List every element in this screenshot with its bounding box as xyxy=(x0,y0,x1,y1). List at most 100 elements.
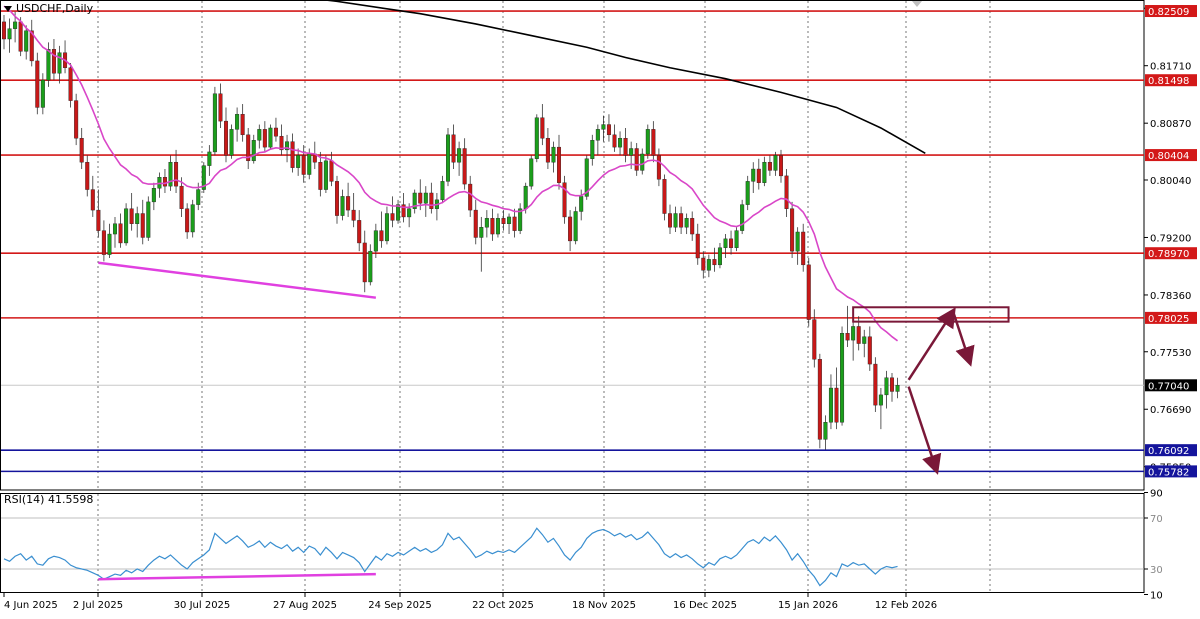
bull-candle xyxy=(484,218,489,228)
rsi-indicator-label: RSI(14) 41.5598 xyxy=(4,493,94,506)
chart-shift-marker xyxy=(912,1,922,7)
bull-candle xyxy=(795,231,800,252)
bull-candle xyxy=(673,213,678,228)
bear-candle xyxy=(140,213,145,238)
bear-candle xyxy=(246,134,251,162)
bear-candle xyxy=(301,155,306,175)
bull-candle xyxy=(851,326,856,341)
sma-line xyxy=(327,1,926,154)
symbol-label[interactable]: USDCHF,Daily xyxy=(4,2,93,15)
bull-candle xyxy=(573,211,578,242)
bear-candle xyxy=(634,148,639,171)
bull-candle xyxy=(229,129,234,156)
bear-candle xyxy=(335,181,340,216)
bull-candle xyxy=(518,208,523,231)
bull-candle xyxy=(201,165,206,190)
time-axis-tick-label: 2 Jul 2025 xyxy=(73,600,123,611)
bull-candle xyxy=(412,192,417,209)
bull-candle xyxy=(440,181,445,201)
bull-candle xyxy=(285,141,290,151)
bull-candle xyxy=(479,227,484,238)
bull-candle xyxy=(146,201,151,238)
bull-candle xyxy=(762,161,767,183)
bull-candle xyxy=(640,153,645,171)
price-axis-tick-label: 0.81710 xyxy=(1150,62,1191,73)
bear-candle xyxy=(218,93,223,122)
bear-candle xyxy=(856,326,861,344)
bear-candle xyxy=(656,155,661,180)
bear-candle xyxy=(790,208,795,252)
bull-candle xyxy=(595,129,600,141)
bull-candle xyxy=(862,336,867,344)
bear-candle xyxy=(845,333,850,341)
ema-line xyxy=(3,5,899,342)
bear-candle xyxy=(712,259,717,266)
bear-candle xyxy=(346,196,351,211)
bull-candle xyxy=(235,114,240,130)
bull-candle xyxy=(579,196,584,212)
bull-candle xyxy=(13,21,18,29)
symbol-text: USDCHF,Daily xyxy=(16,2,94,15)
bull-candle xyxy=(601,124,606,130)
dropdown-triangle-icon[interactable] xyxy=(4,6,12,12)
bear-candle xyxy=(118,223,123,244)
time-axis-tick-label: 12 Feb 2026 xyxy=(875,600,937,611)
divergence-trendline-rsi xyxy=(98,572,376,581)
bear-candle xyxy=(562,182,567,218)
bear-candle xyxy=(240,114,245,136)
bull-candle xyxy=(717,247,722,266)
bear-candle xyxy=(29,30,34,62)
support-level-label: 0.76092 xyxy=(1148,446,1189,457)
bear-candle xyxy=(690,218,695,235)
bull-candle xyxy=(495,218,500,235)
bear-candle xyxy=(668,213,673,228)
bull-candle xyxy=(884,377,889,396)
price-axis-tick-label: 0.76690 xyxy=(1150,405,1191,416)
bull-candle xyxy=(840,333,845,423)
bear-candle xyxy=(729,238,734,248)
bear-candle xyxy=(623,138,628,156)
bear-candle xyxy=(468,183,473,211)
bear-candle xyxy=(695,233,700,259)
bull-candle xyxy=(423,192,428,204)
bull-candle xyxy=(618,138,623,148)
bearish-scenario-arrow xyxy=(907,386,942,475)
bull-candle xyxy=(823,422,828,440)
rsi-axis-tick-label: 90 xyxy=(1150,489,1163,500)
bear-candle xyxy=(418,192,423,204)
bull-candle xyxy=(384,213,389,242)
bear-candle xyxy=(96,209,101,231)
bear-candle xyxy=(557,146,562,183)
bull-candle xyxy=(584,158,589,197)
bull-candle xyxy=(24,30,29,52)
bull-candle xyxy=(878,394,883,406)
bear-candle xyxy=(679,213,684,228)
bull-candle xyxy=(534,117,539,159)
bear-candle xyxy=(68,67,73,101)
time-axis-tick-label: 24 Sep 2025 xyxy=(368,600,431,611)
bear-candle xyxy=(473,209,478,238)
resistance-level-badge xyxy=(1145,149,1197,162)
bull-candle xyxy=(723,238,728,248)
bear-candle xyxy=(784,175,789,209)
bear-candle xyxy=(362,242,367,283)
bear-candle xyxy=(74,100,79,139)
bear-candle xyxy=(35,60,40,108)
rsi-axis-tick-label: 30 xyxy=(1150,565,1163,576)
bull-candle xyxy=(446,134,451,182)
bear-candle xyxy=(512,216,517,231)
bull-candle xyxy=(368,250,373,283)
bear-candle xyxy=(351,209,356,221)
bull-candle xyxy=(107,233,112,255)
bear-candle xyxy=(867,336,872,365)
resistance-level-label: 0.81498 xyxy=(1148,76,1189,87)
bull-candle xyxy=(706,259,711,271)
bear-candle xyxy=(18,21,23,52)
time-axis-tick-label: 27 Aug 2025 xyxy=(273,600,337,611)
resistance-level-badge xyxy=(1145,311,1197,324)
price-axis-tick-label: 0.80040 xyxy=(1150,176,1191,187)
bull-candle xyxy=(551,146,556,163)
time-axis-tick-label: 16 Dec 2025 xyxy=(673,600,737,611)
bear-candle xyxy=(801,231,806,266)
